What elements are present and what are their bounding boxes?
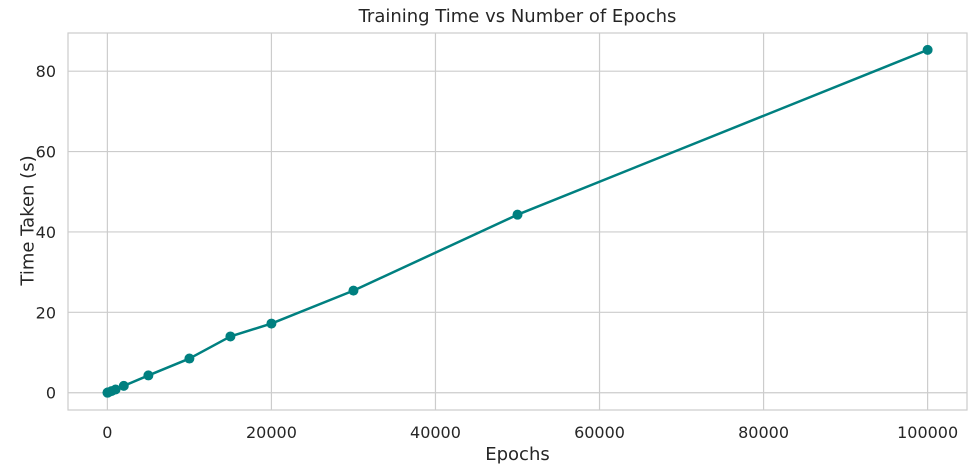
x-tick-label: 20000 xyxy=(246,423,297,442)
axes-spines xyxy=(67,32,968,411)
y-tick-label: 0 xyxy=(46,384,56,403)
x-tick-label: 60000 xyxy=(574,423,625,442)
data-point xyxy=(143,370,154,381)
data-point xyxy=(184,353,195,364)
x-tick-label: 40000 xyxy=(410,423,461,442)
data-point xyxy=(512,209,523,220)
y-axis-label: Time Taken (s) xyxy=(17,155,39,286)
data-point xyxy=(348,285,359,296)
data-point xyxy=(110,384,121,395)
data-point xyxy=(118,380,129,391)
axes-frame xyxy=(67,32,968,411)
tick-labels: 0 20000 40000 60000 80000 100000 0 20 40 60 80 xyxy=(36,62,959,442)
y-tick-label: 40 xyxy=(36,223,56,242)
y-tick-label: 60 xyxy=(36,143,56,162)
data-point xyxy=(266,318,277,329)
data-point xyxy=(225,331,236,342)
series-layer xyxy=(102,44,933,398)
grid-layer xyxy=(68,33,967,410)
data-point xyxy=(922,44,933,55)
y-tick-label: 20 xyxy=(36,303,56,322)
x-tick-label: 0 xyxy=(102,423,112,442)
chart-title: Training Time vs Number of Epochs xyxy=(358,6,677,27)
x-tick-label: 100000 xyxy=(897,423,958,442)
x-tick-label: 80000 xyxy=(738,423,789,442)
x-axis-label: Epochs xyxy=(485,444,550,465)
y-tick-label: 80 xyxy=(36,62,56,81)
